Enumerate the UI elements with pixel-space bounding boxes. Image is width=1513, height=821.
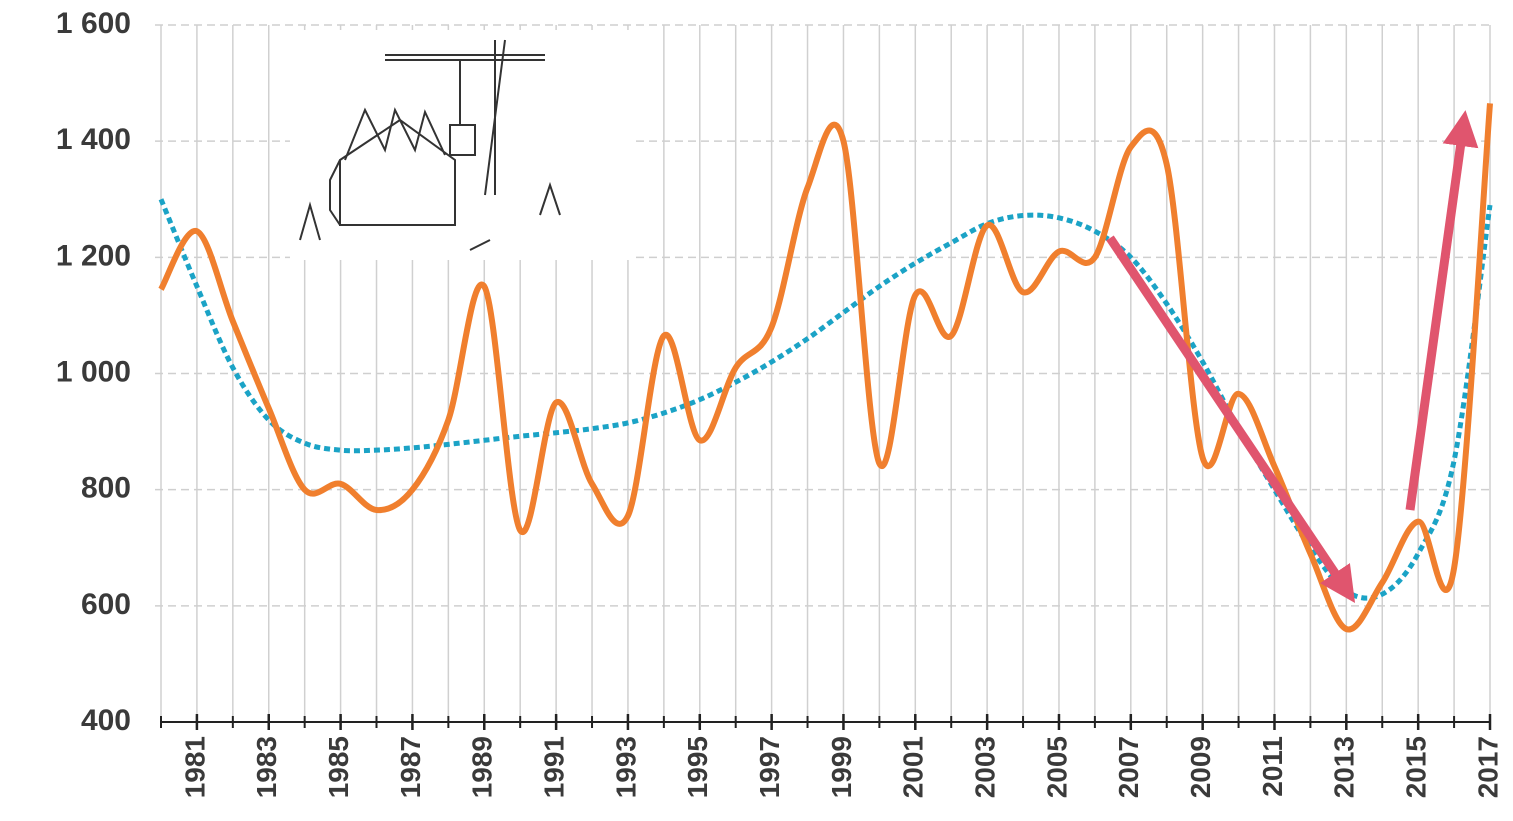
- x-tick-label: 2011: [1257, 736, 1288, 797]
- y-tick-label: 1 200: [56, 239, 131, 272]
- y-tick-label: 800: [81, 472, 131, 505]
- y-tick-label: 600: [81, 588, 131, 621]
- y-tick-label: 1 000: [56, 355, 131, 388]
- plot: [158, 103, 1493, 633]
- y-tick-label: 1 400: [56, 123, 131, 156]
- x-tick-label: 1993: [610, 736, 641, 798]
- x-tick-label: 2001: [898, 736, 929, 798]
- x-tick-label: 2009: [1185, 736, 1216, 798]
- trend-arrow: [1106, 235, 1356, 603]
- x-tick-label: 1997: [754, 736, 785, 798]
- illustration: [290, 30, 635, 260]
- series-line: [158, 103, 1493, 633]
- y-tick-label: 1 600: [56, 7, 131, 40]
- x-tick-label: 2007: [1113, 736, 1144, 798]
- x-tick-label: 1983: [251, 736, 282, 798]
- x-tick-label: 2005: [1041, 736, 1072, 798]
- x-tick-label: 2003: [970, 736, 1001, 798]
- y-tick-label: 400: [81, 704, 131, 737]
- x-tick-label: 1991: [538, 736, 569, 798]
- x-tick-label: 1987: [395, 736, 426, 798]
- x-tick-label: 1985: [323, 736, 354, 798]
- grid: 400 600 800 1 000 1 200 1 400 1 600 1981 1983 198…: [56, 7, 1503, 798]
- x-tick-label: 2015: [1401, 736, 1432, 798]
- x-tick-label: 1989: [467, 736, 498, 798]
- x-tick-label: 1999: [826, 736, 857, 798]
- x-tick-label: 2017: [1472, 736, 1503, 798]
- trend-arrow: [1405, 110, 1479, 511]
- x-tick-label: 1995: [682, 736, 713, 798]
- x-tick-label: 1981: [179, 736, 210, 798]
- x-tick-label: 2013: [1329, 736, 1360, 798]
